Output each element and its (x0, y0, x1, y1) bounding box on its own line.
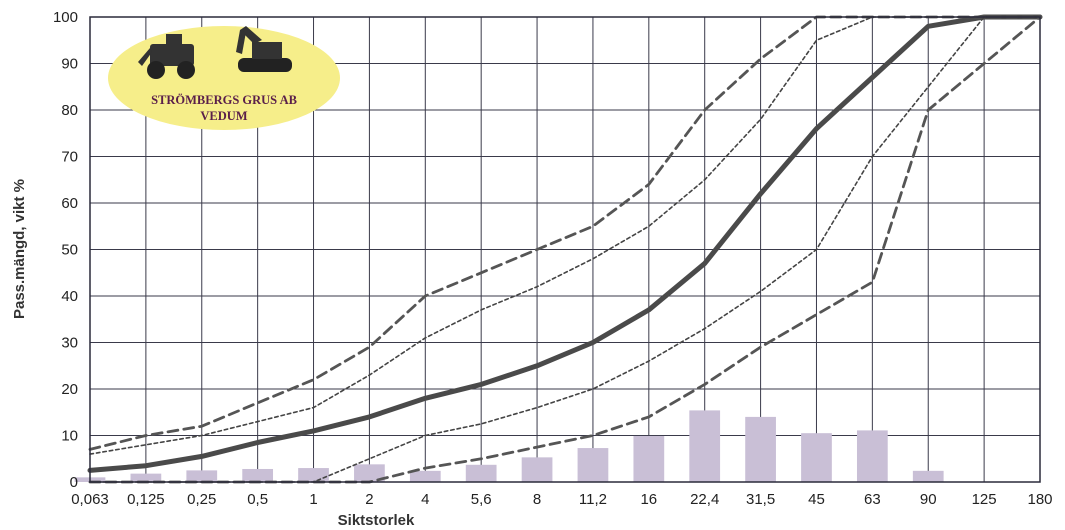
bar-series (74, 410, 944, 482)
x-tick-label: 45 (808, 491, 825, 508)
x-tick-label: 2 (365, 491, 373, 508)
logo-line1: STRÖMBERGS GRUS AB (151, 93, 297, 107)
x-tick-label: 16 (640, 491, 657, 508)
series-line-0 (87, 14, 1043, 473)
x-tick-label: 8 (533, 491, 541, 508)
y-tick-label: 30 (61, 335, 78, 352)
x-tick-label: 0,063 (71, 491, 109, 508)
x-tick-label: 180 (1027, 491, 1052, 508)
x-tick-label: 0,25 (187, 491, 216, 508)
x-tick-label: 63 (864, 491, 881, 508)
bar (912, 470, 944, 482)
plot-frame (89, 16, 1041, 483)
x-tick-label: 125 (972, 491, 997, 508)
bar (577, 448, 609, 482)
bar (409, 470, 441, 482)
bar (354, 464, 385, 482)
y-tick-label: 50 (61, 242, 78, 259)
excavator-image (236, 26, 292, 72)
x-axis-title: Siktstorlek (338, 512, 415, 529)
y-tick-label: 80 (61, 102, 78, 119)
bar (745, 416, 776, 482)
x-tick-label: 22,4 (690, 491, 719, 508)
bar (465, 464, 497, 482)
x-tick-label: 31,5 (746, 491, 775, 508)
bar (521, 457, 553, 482)
bar (130, 473, 162, 482)
bar (186, 470, 218, 482)
y-tick-label: 10 (61, 428, 78, 445)
y-axis-title: Pass.mängd, vikt % (11, 179, 28, 319)
x-tick-label: 0,125 (127, 491, 165, 508)
x-tick-label: 90 (920, 491, 937, 508)
axes: 0 10 20 30 40 50 60 70 80 90 100 0,063 0,125 0,25 0,5 1… (53, 9, 1053, 508)
company-logo: STRÖMBERGS GRUS AB VEDUM (108, 26, 340, 130)
x-tick-label: 4 (421, 491, 429, 508)
bar (801, 433, 832, 482)
bar (242, 468, 274, 482)
x-tick-label: 5,6 (471, 491, 492, 508)
bar (856, 430, 888, 482)
y-tick-label: 20 (61, 381, 78, 398)
y-tick-label: 100 (53, 9, 78, 26)
x-tick-label: 0,5 (247, 491, 268, 508)
y-tick-label: 60 (61, 195, 78, 212)
series-line-4 (88, 15, 1042, 484)
bar (633, 435, 665, 482)
y-tick-label: 90 (61, 56, 78, 73)
bar (298, 468, 329, 482)
wheel-loader-image (138, 34, 195, 79)
x-tick-label: 1 (309, 491, 317, 508)
x-tick-label: 11,2 (579, 491, 607, 508)
y-tick-label: 70 (61, 149, 78, 166)
logo-line2: VEDUM (200, 109, 247, 123)
y-tick-label: 0 (70, 474, 78, 491)
bar (689, 410, 721, 482)
y-tick-label: 40 (61, 288, 78, 305)
